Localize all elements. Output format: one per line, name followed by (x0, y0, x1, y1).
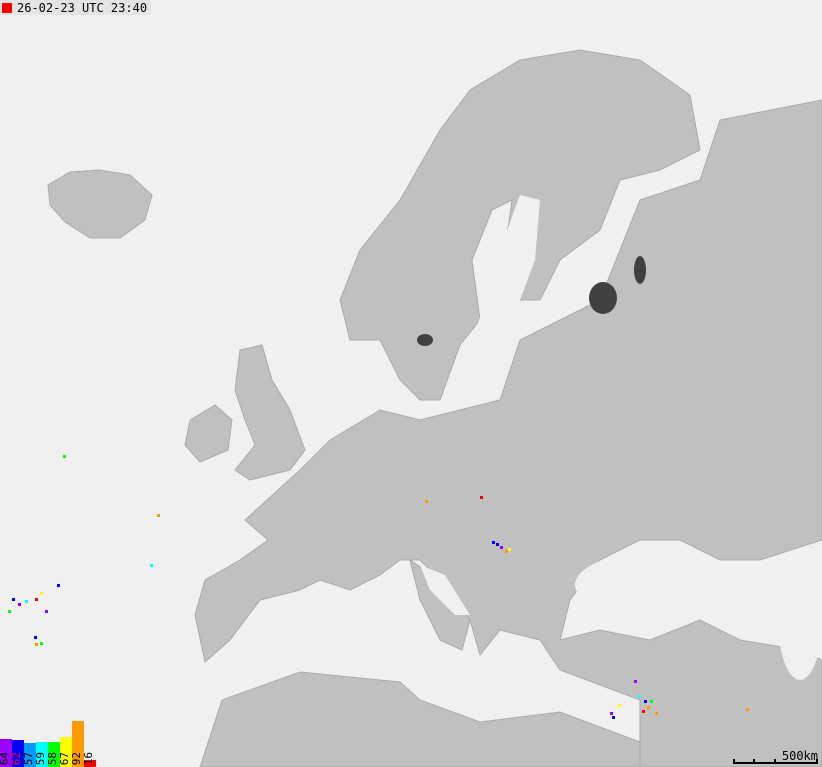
lightning-strike-marker (150, 564, 153, 567)
status-indicator (2, 2, 12, 13)
lightning-strike-marker (40, 642, 43, 645)
lightning-strike-marker (40, 592, 43, 595)
north-africa (199, 671, 641, 767)
legend-bar: 62 (10, 740, 24, 767)
scale-bar: 500km (733, 749, 818, 765)
lake-onega (634, 256, 646, 284)
lightning-strike-marker (496, 543, 499, 546)
lightning-strike-marker (505, 550, 508, 553)
lightning-strike-marker (25, 600, 28, 603)
lightning-strike-marker (655, 712, 658, 715)
legend-bar: 58 (46, 741, 60, 767)
great-britain (234, 344, 306, 481)
lightning-strike-marker (647, 706, 650, 709)
legend-bar: 16 (82, 752, 96, 767)
lightning-strike-marker (610, 712, 613, 715)
lightning-strike-marker (638, 695, 641, 698)
lightning-strike-marker (12, 598, 15, 601)
lightning-strike-marker (34, 636, 37, 639)
lightning-strike-marker (634, 680, 637, 683)
adriatic-sea (420, 565, 470, 615)
lightning-strike-marker (618, 704, 621, 707)
black-sea (575, 553, 725, 617)
scale-tick (774, 759, 776, 764)
strike-count-legend: 64 62 57 59 58 67 92 16 (0, 717, 96, 767)
legend-bar: 57 (22, 743, 36, 767)
ireland (184, 404, 233, 463)
lightning-strike-marker (508, 548, 511, 551)
legend-count: 16 (82, 751, 95, 765)
lightning-strike-marker (157, 514, 160, 517)
lightning-strike-marker (18, 603, 21, 606)
scale-tick (816, 759, 818, 764)
lake-vanern (417, 334, 433, 346)
legend-bar: 67 (58, 737, 72, 767)
lightning-strike-marker (57, 584, 60, 587)
lightning-strike-marker (8, 610, 11, 613)
baltic-sea (455, 195, 540, 405)
legend-bar: 92 (70, 720, 84, 767)
timestamp-text: 26-02-23 UTC 23:40 (17, 0, 148, 15)
lightning-strike-marker (492, 541, 495, 544)
scale-label: 500km (781, 749, 818, 763)
lake-ladoga (589, 282, 617, 314)
lightning-strike-marker (642, 710, 645, 713)
lightning-strike-marker (35, 598, 38, 601)
lightning-strike-marker (35, 643, 38, 646)
lightning-strike-marker (480, 496, 483, 499)
timestamp-label: 26-02-23 UTC 23:40 (0, 0, 152, 15)
continent (194, 99, 822, 767)
legend-bar: 59 (34, 741, 48, 767)
lightning-strike-marker (612, 716, 615, 719)
iceland (47, 169, 153, 239)
lightning-strike-marker (500, 546, 503, 549)
scale-tick (753, 759, 755, 764)
lightning-strike-marker (45, 610, 48, 613)
legend-bar: 64 (0, 738, 12, 767)
lightning-strike-marker (63, 455, 66, 458)
lightning-strike-marker (650, 700, 653, 703)
lightning-strike-marker (746, 708, 749, 711)
scale-tick (733, 759, 735, 764)
caspian-sea (778, 560, 822, 680)
lightning-strike-marker (644, 700, 647, 703)
lightning-strike-marker (425, 500, 428, 503)
